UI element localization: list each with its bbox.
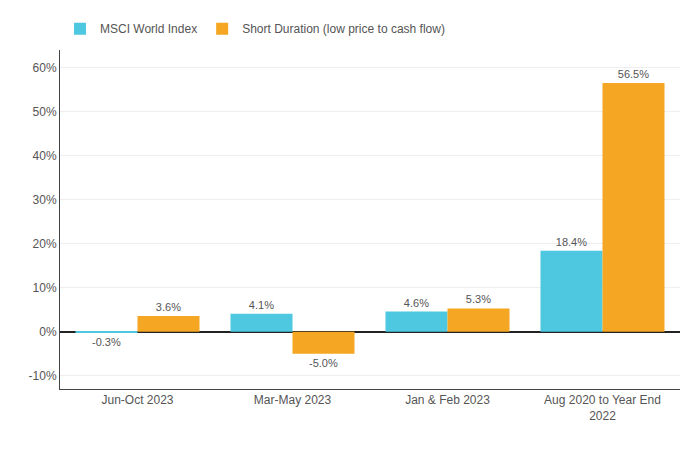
svg-text:Short Duration (low price to c: Short Duration (low price to cash flow) (242, 22, 445, 36)
svg-text:Jan & Feb 2023: Jan & Feb 2023 (405, 393, 490, 407)
svg-text:-0.3%: -0.3% (92, 336, 121, 348)
svg-text:56.5%: 56.5% (618, 68, 649, 80)
svg-text:20%: 20% (33, 237, 57, 251)
svg-text:-10%: -10% (29, 369, 57, 383)
svg-text:30%: 30% (33, 193, 57, 207)
svg-text:Jun-Oct 2023: Jun-Oct 2023 (101, 393, 173, 407)
svg-text:MSCI World Index: MSCI World Index (100, 22, 197, 36)
svg-text:-5.0%: -5.0% (309, 357, 338, 369)
svg-text:4.6%: 4.6% (404, 297, 429, 309)
svg-text:60%: 60% (33, 61, 57, 75)
svg-text:50%: 50% (33, 105, 57, 119)
svg-text:18.4%: 18.4% (556, 236, 587, 248)
svg-text:5.3%: 5.3% (466, 293, 491, 305)
svg-text:3.6%: 3.6% (156, 301, 181, 313)
svg-text:0%: 0% (39, 325, 57, 339)
svg-text:Mar-May 2023: Mar-May 2023 (254, 393, 332, 407)
svg-text:Aug 2020 to Year End2022: Aug 2020 to Year End2022 (544, 393, 661, 423)
svg-text:40%: 40% (33, 149, 57, 163)
svg-text:4.1%: 4.1% (249, 299, 274, 311)
svg-text:10%: 10% (33, 281, 57, 295)
